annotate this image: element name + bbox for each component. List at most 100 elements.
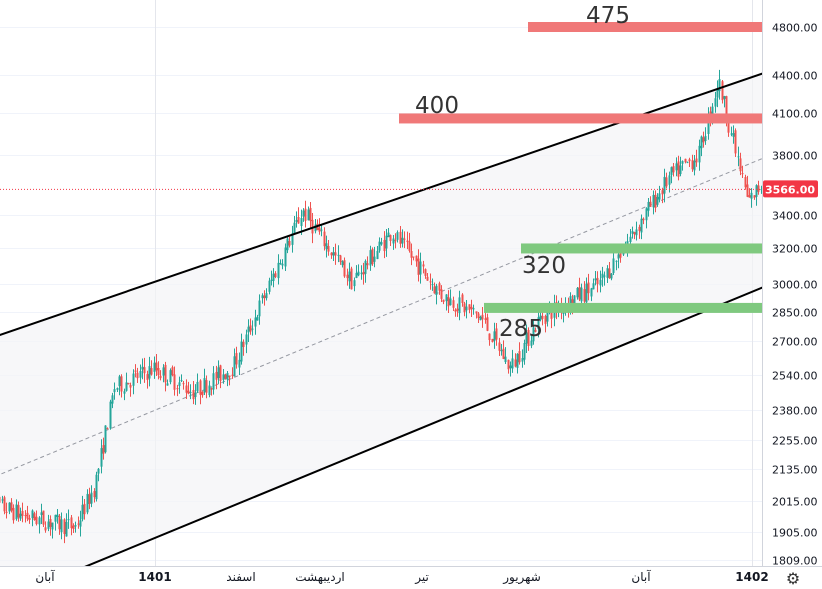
candle-body	[373, 256, 376, 262]
candle-body	[0, 496, 1, 503]
candle-body	[277, 262, 280, 279]
candle-body	[429, 281, 432, 283]
candle-body	[17, 505, 20, 518]
candle-body	[746, 184, 749, 197]
candle-body	[240, 341, 243, 362]
y-tick-label: 1809.00	[772, 555, 818, 568]
candle-body	[178, 382, 181, 387]
candle-body	[215, 371, 218, 380]
candle-body	[622, 253, 625, 255]
candle-body	[484, 318, 487, 320]
candle-body	[601, 273, 604, 279]
candle-body	[691, 160, 694, 170]
candle-body	[532, 327, 535, 342]
candle-body	[399, 231, 402, 244]
candle-body	[291, 233, 294, 245]
candle-body	[360, 272, 363, 274]
level-band-285	[484, 302, 762, 313]
x-tick-label: اردیبهشت	[295, 570, 344, 585]
candle-body	[452, 300, 455, 308]
candle-body	[387, 232, 390, 238]
candle-body	[537, 317, 540, 330]
candle-body	[97, 468, 100, 474]
candle-body	[72, 525, 75, 530]
candle-body	[419, 261, 422, 275]
candle-body	[8, 502, 11, 512]
candle-body	[755, 185, 758, 197]
candle-body	[516, 353, 519, 368]
candle-body	[629, 236, 632, 242]
candle-body	[608, 268, 611, 279]
settings-gear-icon[interactable]: ⚙	[786, 569, 800, 588]
candle-body	[180, 380, 183, 382]
candle-body	[475, 311, 478, 314]
candle-body	[127, 382, 130, 385]
candle-body	[716, 89, 719, 98]
candle-body	[385, 235, 388, 249]
candle-body	[339, 255, 342, 263]
candle-body	[123, 391, 126, 394]
candle-body	[509, 365, 512, 369]
candle-body	[100, 448, 103, 467]
candle-body	[753, 195, 756, 198]
candle-body	[279, 263, 282, 265]
candle-body	[166, 383, 169, 386]
candle-body	[150, 368, 153, 375]
last-price-badge: 3566.00	[763, 180, 818, 198]
horizontal-levels: 475 400 320 285	[399, 3, 762, 342]
candle-body	[40, 512, 43, 515]
candle-body	[226, 373, 229, 380]
candle-body	[727, 121, 730, 133]
candle-body	[481, 314, 484, 320]
candle-body	[741, 173, 744, 175]
candle-body	[113, 389, 116, 393]
candle-body	[461, 294, 464, 304]
candle-body	[371, 249, 374, 265]
level-label-285: 285	[499, 316, 543, 342]
candle-body	[95, 474, 98, 500]
y-tick-label: 2700.00	[772, 336, 818, 349]
candle-body	[527, 329, 530, 346]
candle-body	[159, 375, 162, 379]
candle-body	[171, 367, 174, 376]
candle-body	[143, 367, 146, 374]
candle-body	[770, 171, 772, 176]
candle-body	[196, 381, 199, 392]
candle-body	[725, 96, 728, 123]
x-tick-label: آبان	[631, 569, 651, 584]
candle-body	[750, 192, 753, 199]
candle-body	[224, 374, 227, 379]
candle-body	[65, 521, 68, 537]
candle-body	[274, 273, 277, 278]
x-tick-label: تیر	[414, 570, 429, 585]
candle-body	[60, 519, 63, 533]
candle-body	[590, 288, 593, 297]
candle-body	[415, 255, 418, 262]
candle-body	[24, 515, 27, 517]
candle-body	[148, 366, 151, 379]
candle-body	[760, 189, 762, 191]
candle-body	[389, 235, 392, 241]
candle-body	[594, 278, 597, 281]
y-tick-label: 3000.00	[772, 279, 818, 292]
candle-body	[440, 289, 443, 299]
candle-body	[134, 370, 137, 372]
candle-body	[238, 359, 241, 368]
y-tick-label: 2015.00	[772, 496, 818, 509]
candle-body	[169, 370, 172, 383]
candle-body	[261, 295, 264, 299]
candle-body	[265, 293, 268, 299]
candle-body	[723, 96, 726, 99]
candle-body	[136, 372, 139, 379]
candle-body	[521, 358, 524, 362]
candle-body	[698, 145, 701, 163]
candle-body	[804, 174, 806, 176]
candle-body	[396, 232, 399, 240]
candle-body	[270, 279, 273, 281]
candle-body	[406, 240, 409, 243]
candle-body	[583, 289, 586, 302]
level-band-475	[528, 22, 762, 32]
candle-body	[242, 341, 245, 347]
candle-body	[323, 231, 326, 247]
candle-body	[293, 222, 296, 234]
